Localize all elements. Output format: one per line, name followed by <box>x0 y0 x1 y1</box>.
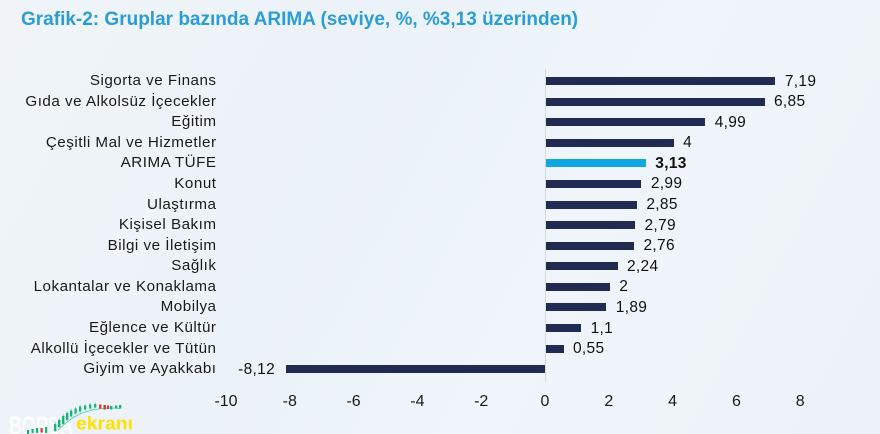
svg-text:BORSA: BORSA <box>9 411 73 434</box>
svg-text:ekranı: ekranı <box>76 414 133 434</box>
